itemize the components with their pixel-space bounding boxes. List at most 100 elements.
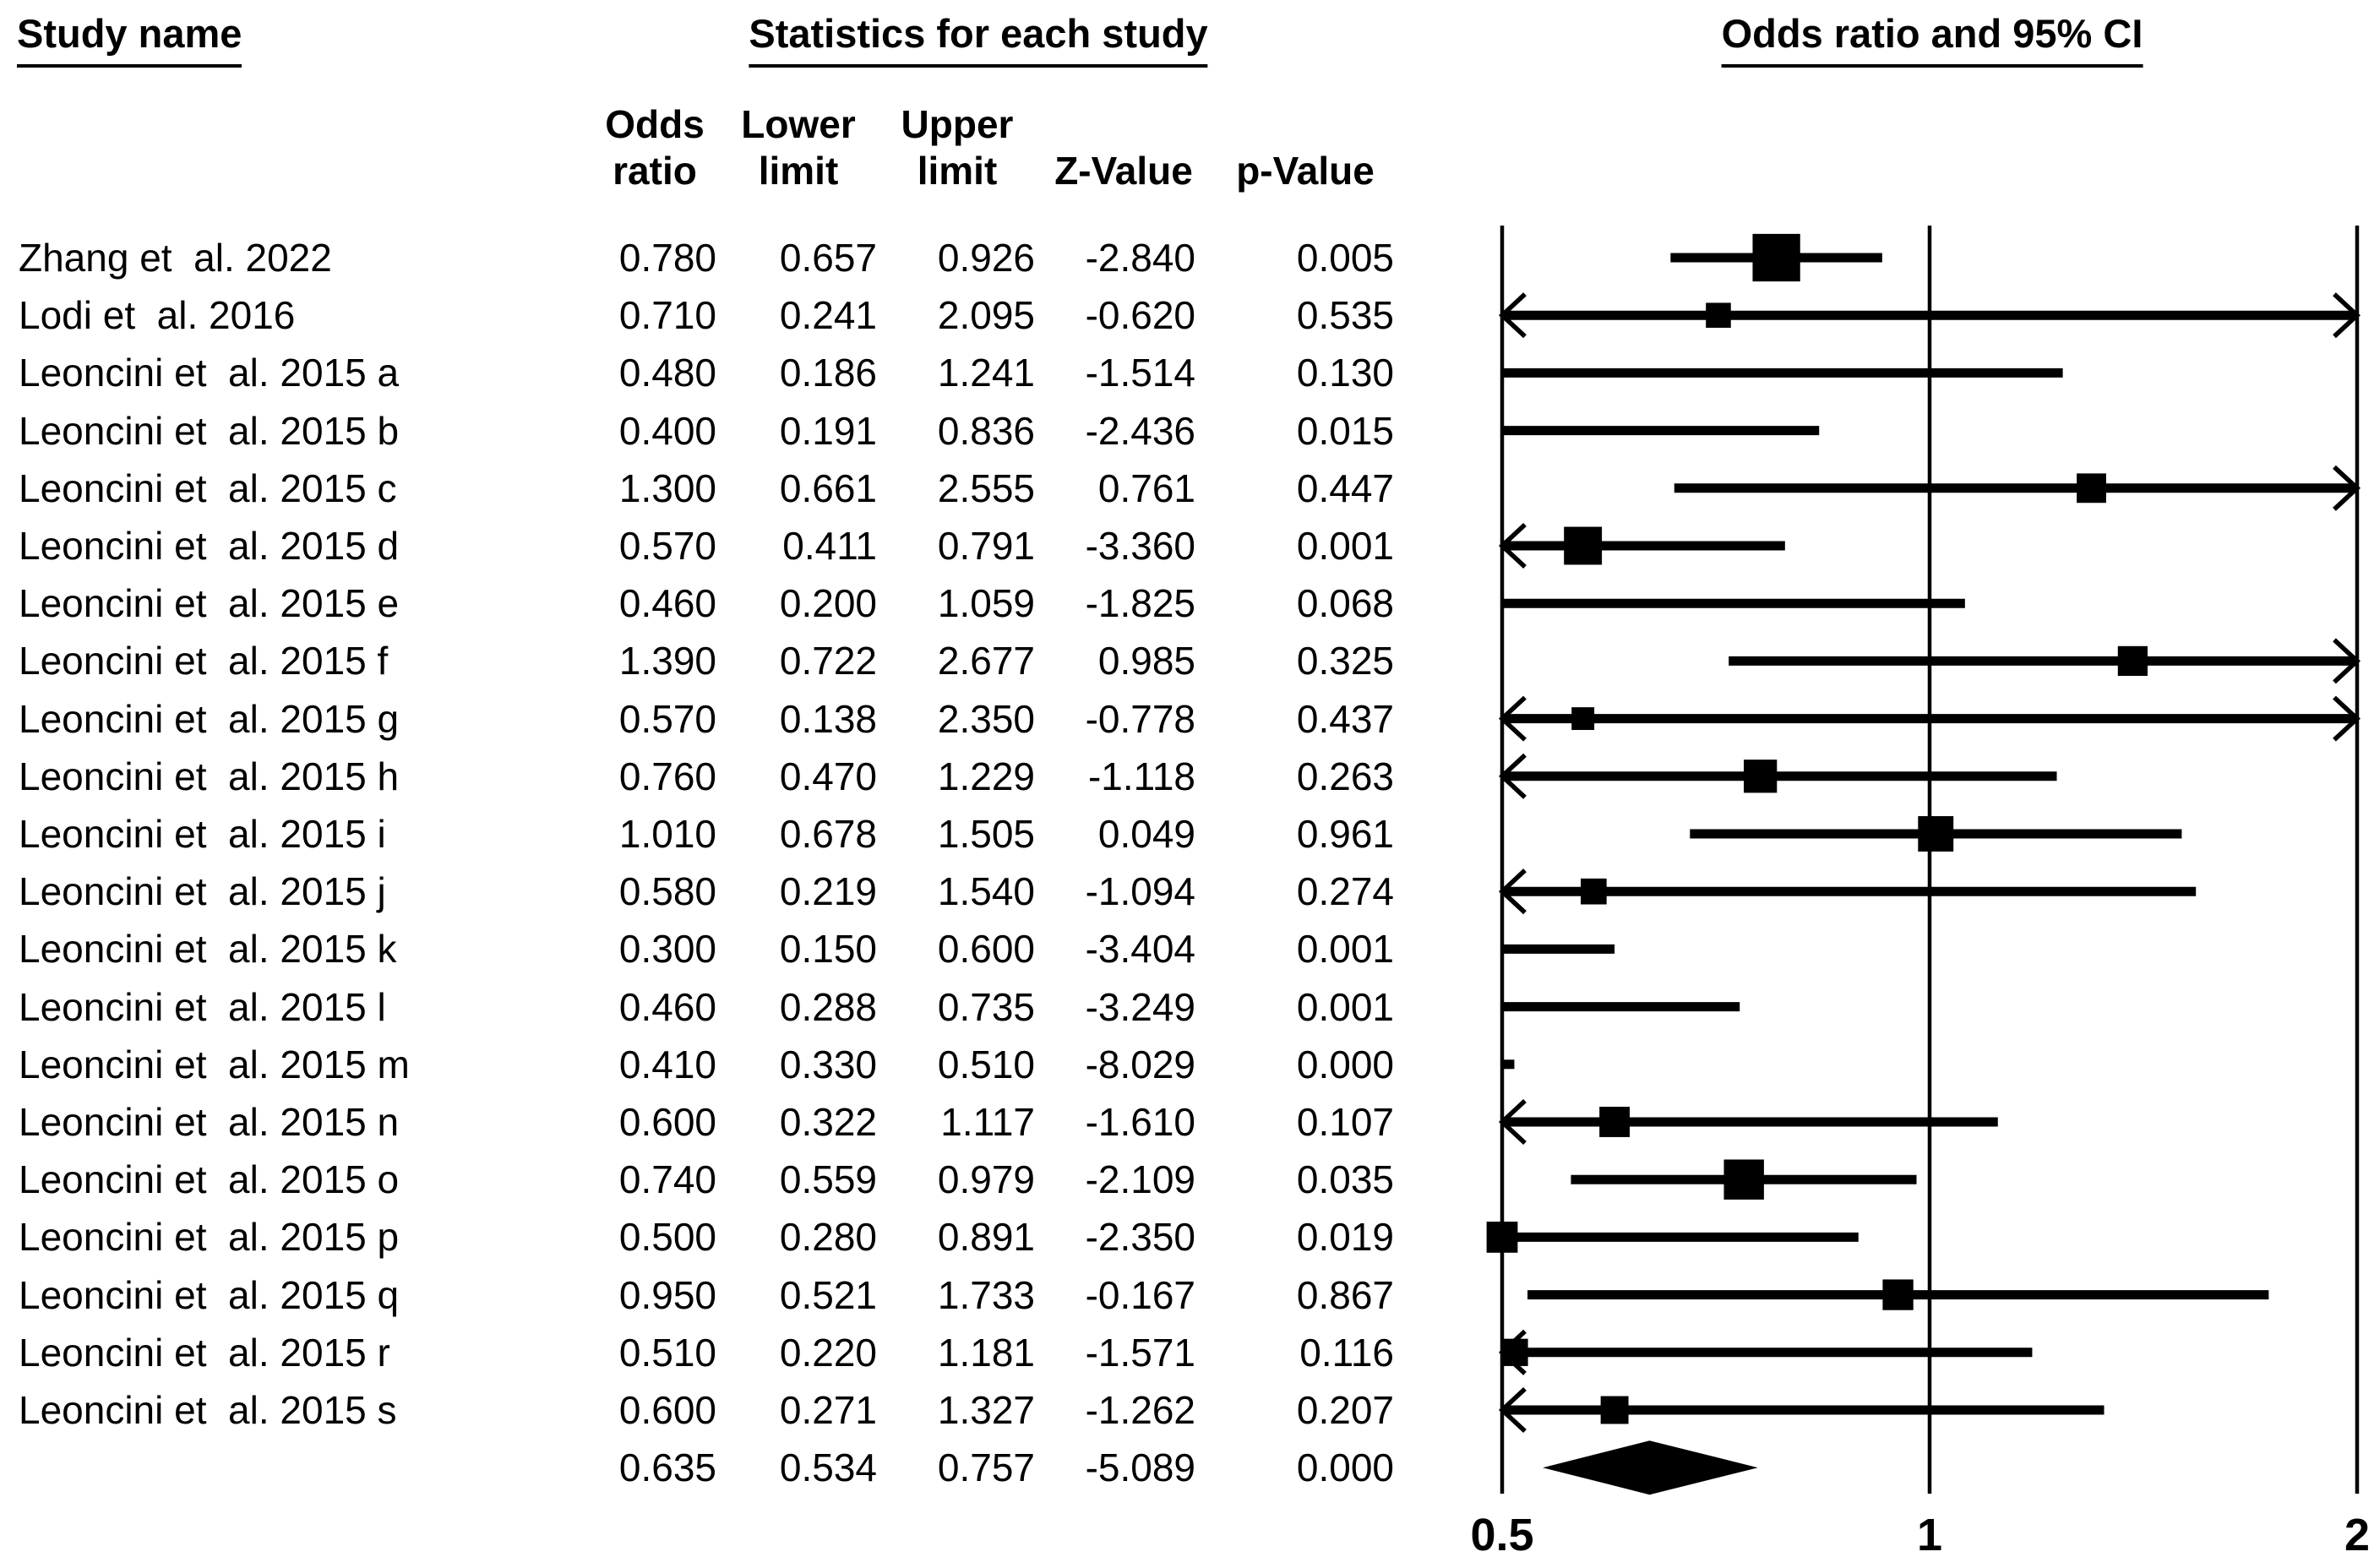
- table-row: Leoncini et al. 2015 p 0.500 0.280 0.891 -2.…: [0, 1217, 2374, 1256]
- study-name: Leoncini et al. 2015 b: [19, 408, 400, 453]
- p-value: 0.001: [1296, 984, 1394, 1029]
- p-value: 0.015: [1296, 408, 1394, 453]
- upper-limit-value: 0.600: [937, 927, 1035, 972]
- lower-limit-value: 0.661: [779, 466, 877, 510]
- column-header-odds-line1: Odds: [605, 102, 705, 146]
- study-name: Leoncini et al. 2015 s: [19, 1388, 397, 1432]
- point-estimate-square: [1752, 233, 1800, 282]
- p-value: 0.001: [1296, 524, 1394, 568]
- upper-limit-value: 0.891: [937, 1215, 1035, 1260]
- lower-limit-value: 0.280: [779, 1215, 877, 1260]
- lower-limit-value: 0.271: [779, 1388, 877, 1432]
- upper-limit-value: 1.181: [937, 1330, 1035, 1375]
- odds-ratio-value: 0.570: [618, 524, 716, 568]
- odds-ratio-value: 1.010: [618, 812, 716, 856]
- right-arrow-icon: [2333, 292, 2361, 339]
- axis-tick-label-1: 1: [1916, 1510, 1943, 1560]
- p-value: 0.867: [1296, 1272, 1394, 1317]
- odds-ratio-value: 0.570: [618, 696, 716, 741]
- table-row: Lodi et al. 2016 0.710 0.241 2.095 -0.620 0.5…: [0, 296, 2374, 335]
- odds-ratio-value: 0.760: [618, 754, 716, 798]
- table-row: Leoncini et al. 2015 f 1.390 0.722 2.677 0.9…: [0, 641, 2374, 680]
- upper-limit-value: 1.733: [937, 1272, 1035, 1317]
- axis-tick-label-05: 0.5: [1470, 1510, 1534, 1560]
- upper-limit-value: 0.836: [937, 408, 1035, 453]
- study-name: Leoncini et al. 2015 o: [19, 1157, 400, 1202]
- table-row: Leoncini et al. 2015 q 0.950 0.521 1.733 -0.…: [0, 1276, 2374, 1315]
- column-header-p-label: p-Value: [1236, 149, 1375, 193]
- table-row: Leoncini et al. 2015 b 0.400 0.191 0.836 -2.…: [0, 411, 2374, 450]
- odds-ratio-value: 1.300: [618, 466, 716, 510]
- upper-limit-value: 0.757: [937, 1446, 1035, 1490]
- table-row: Zhang et al. 2022 0.780 0.657 0.926 -2.840 0.…: [0, 238, 2374, 277]
- lower-limit-value: 0.534: [779, 1446, 877, 1490]
- left-arrow-icon: [1498, 753, 1527, 799]
- table-row: Leoncini et al. 2015 j 0.580 0.219 1.540 -1.…: [0, 872, 2374, 911]
- odds-ratio-value: 0.600: [618, 1100, 716, 1144]
- p-value: 0.001: [1296, 927, 1394, 972]
- study-name: Leoncini et al. 2015 a: [19, 351, 400, 395]
- z-value: -8.029: [1085, 1042, 1195, 1086]
- statistics-header: Statistics for each study: [749, 10, 1208, 68]
- z-value: -1.094: [1085, 869, 1195, 914]
- p-value: 0.207: [1296, 1388, 1394, 1432]
- p-value: 0.000: [1296, 1446, 1394, 1490]
- upper-limit-value: 0.791: [937, 524, 1035, 568]
- z-value: -3.360: [1085, 524, 1195, 568]
- point-estimate-square: [1581, 878, 1607, 905]
- z-value: -2.109: [1085, 1157, 1195, 1202]
- point-estimate-square: [1564, 526, 1603, 565]
- study-name: Leoncini et al. 2015 d: [19, 524, 400, 568]
- upper-limit-value: 2.095: [937, 293, 1035, 338]
- lower-limit-value: 0.657: [779, 236, 877, 280]
- study-name-header: Study name: [17, 10, 242, 68]
- column-header-upper-line1: Upper: [901, 102, 1014, 146]
- odds-ratio-value: 0.600: [618, 1388, 716, 1432]
- upper-limit-value: 0.735: [937, 984, 1035, 1029]
- p-value: 0.068: [1296, 581, 1394, 626]
- right-arrow-icon: [2333, 465, 2361, 511]
- right-arrow-icon: [2333, 638, 2361, 684]
- z-value: -3.404: [1085, 927, 1195, 972]
- z-value: -0.167: [1085, 1272, 1195, 1317]
- z-value: -2.840: [1085, 236, 1195, 280]
- odds-ratio-value: 0.460: [618, 984, 716, 1029]
- odds-ratio-value: 0.710: [618, 293, 716, 338]
- lower-limit-value: 0.186: [779, 351, 877, 395]
- p-value: 0.035: [1296, 1157, 1394, 1202]
- plot-header: Odds ratio and 95% CI: [1721, 10, 2143, 68]
- z-value: -1.571: [1085, 1330, 1195, 1375]
- overall-diamond: [1543, 1440, 1758, 1495]
- odds-ratio-value: 0.580: [618, 869, 716, 914]
- lower-limit-value: 0.191: [779, 408, 877, 453]
- upper-limit-value: 1.327: [937, 1388, 1035, 1432]
- study-name: Leoncini et al. 2015 k: [19, 927, 397, 972]
- p-value: 0.535: [1296, 293, 1394, 338]
- z-value: -2.350: [1085, 1215, 1195, 1260]
- table-row: Leoncini et al. 2015 a 0.480 0.186 1.241 -1.…: [0, 353, 2374, 392]
- p-value: 0.116: [1299, 1330, 1394, 1375]
- odds-ratio-value: 0.480: [618, 351, 716, 395]
- z-value: -0.778: [1085, 696, 1195, 741]
- study-name: Lodi et al. 2016: [19, 293, 296, 338]
- table-row: Leoncini et al. 2015 c 1.300 0.661 2.555 0.7…: [0, 469, 2374, 508]
- left-arrow-icon: [1498, 1386, 1527, 1434]
- study-name: Zhang et al. 2022: [19, 236, 332, 280]
- table-row: Leoncini et al. 2015 m 0.410 0.330 0.510 -8.…: [0, 1045, 2374, 1084]
- column-header-lower-line1: Lower: [741, 102, 856, 146]
- z-value: -1.825: [1085, 581, 1195, 626]
- odds-ratio-value: 0.780: [618, 236, 716, 280]
- study-name: Leoncini et al. 2015 n: [19, 1100, 400, 1144]
- p-value: 0.005: [1296, 236, 1394, 280]
- upper-limit-value: 2.677: [937, 639, 1035, 683]
- right-arrow-icon: [2333, 695, 2361, 742]
- lower-limit-value: 0.411: [782, 524, 877, 568]
- point-estimate-square: [1744, 760, 1778, 793]
- point-estimate-square: [1882, 1279, 1914, 1310]
- odds-ratio-value: 0.635: [618, 1446, 716, 1490]
- point-estimate-square: [2077, 473, 2106, 504]
- upper-limit-value: 1.229: [937, 754, 1035, 798]
- p-value: 0.130: [1296, 351, 1394, 395]
- p-value: 0.961: [1296, 812, 1394, 856]
- study-name: Leoncini et al. 2015 m: [19, 1042, 410, 1086]
